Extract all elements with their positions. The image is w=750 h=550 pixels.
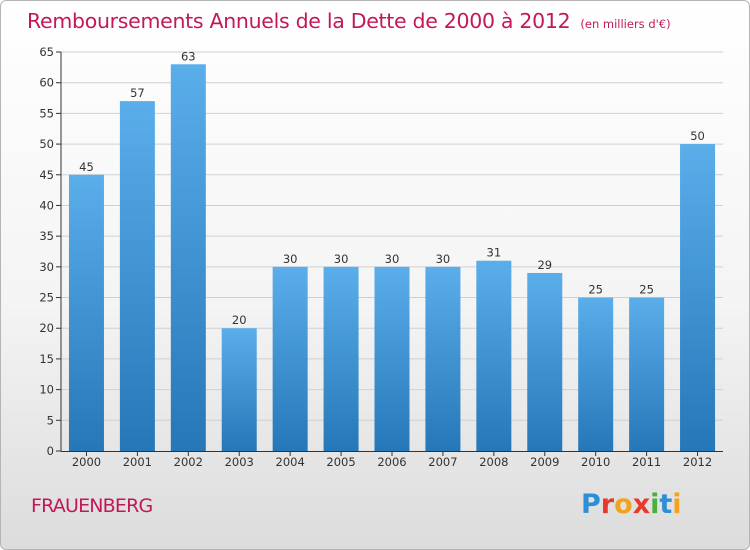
bar: [527, 272, 563, 451]
bar: [425, 266, 461, 451]
x-tick-label: 2004: [276, 455, 305, 469]
x-tick-label: 2008: [479, 455, 508, 469]
logo-letter: o: [614, 489, 633, 520]
y-tick-label: 25: [39, 291, 54, 305]
bar: [323, 266, 359, 451]
y-tick-label: 10: [39, 383, 54, 397]
chart-unit: (en milliers d'€): [580, 17, 671, 31]
x-tick-label: 2003: [225, 455, 254, 469]
x-tick-label: 2006: [377, 455, 406, 469]
data-label: 30: [283, 252, 298, 266]
data-label: 50: [690, 129, 705, 143]
data-label: 57: [130, 86, 145, 100]
data-label: 30: [334, 252, 349, 266]
logo-letter: x: [632, 489, 651, 520]
data-label: 25: [588, 283, 603, 297]
data-label: 31: [487, 246, 502, 260]
chart-title: Remboursements Annuels de la Dette de 20…: [27, 9, 571, 33]
y-tick-label: 15: [39, 352, 54, 366]
data-label: 30: [436, 252, 451, 266]
y-tick-label: 0: [47, 444, 54, 458]
y-tick-label: 20: [39, 321, 54, 335]
logo-letter: t: [659, 489, 673, 520]
bar: [119, 101, 155, 451]
data-label: 63: [181, 49, 196, 63]
logo-letter: r: [600, 489, 615, 520]
y-tick-label: 40: [39, 198, 54, 212]
axes: 0 5 10 15 20 25 30 35 40 45 50 55 60 65 2000 2001 2002 20…: [39, 45, 723, 469]
x-tick-label: 2007: [428, 455, 457, 469]
logo-letter: i: [672, 489, 682, 520]
data-label: 29: [537, 258, 552, 272]
data-label: 45: [79, 160, 94, 174]
y-tick-label: 30: [39, 260, 54, 274]
bar: [578, 297, 614, 451]
bar: [170, 64, 206, 452]
proxiti-logo: Proxiti: [581, 489, 682, 520]
y-tick-label: 55: [39, 106, 54, 120]
x-tick-label: 2002: [174, 455, 203, 469]
y-tick-label: 65: [39, 45, 54, 59]
logo-letter: P: [581, 489, 601, 520]
chart-title-block: Remboursements Annuels de la Dette de 20…: [27, 9, 671, 33]
y-tick-label: 35: [39, 229, 54, 243]
y-tick-label: 60: [39, 76, 54, 90]
y-tick-label: 45: [39, 168, 54, 182]
x-tick-label: 2012: [683, 455, 712, 469]
data-labels: 45 57 63 20 30 30 30 30 31 29 25 25 50: [79, 49, 705, 327]
data-label: 25: [639, 283, 654, 297]
bar: [680, 144, 716, 452]
x-tick-label: 2001: [123, 455, 152, 469]
y-tick-label: 50: [39, 137, 54, 151]
bar: [476, 260, 512, 451]
y-tick-label: 5: [47, 413, 54, 427]
bar: [374, 266, 410, 451]
bar: [272, 266, 308, 451]
bars: [68, 64, 716, 452]
x-tick-label: 2000: [72, 455, 101, 469]
bar: [221, 328, 257, 451]
town-name: FRAUENBERG: [31, 495, 153, 517]
x-tick-label: 2011: [632, 455, 661, 469]
x-tick-label: 2010: [581, 455, 610, 469]
bar: [68, 174, 104, 451]
x-tick-label: 2005: [326, 455, 355, 469]
data-label: 20: [232, 313, 247, 327]
data-label: 30: [385, 252, 400, 266]
bar: [629, 297, 665, 451]
x-tick-label: 2009: [530, 455, 559, 469]
logo-letter: i: [650, 489, 660, 520]
